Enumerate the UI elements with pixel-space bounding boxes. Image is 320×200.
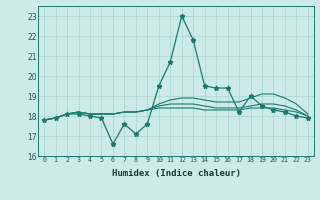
X-axis label: Humidex (Indice chaleur): Humidex (Indice chaleur) xyxy=(111,169,241,178)
